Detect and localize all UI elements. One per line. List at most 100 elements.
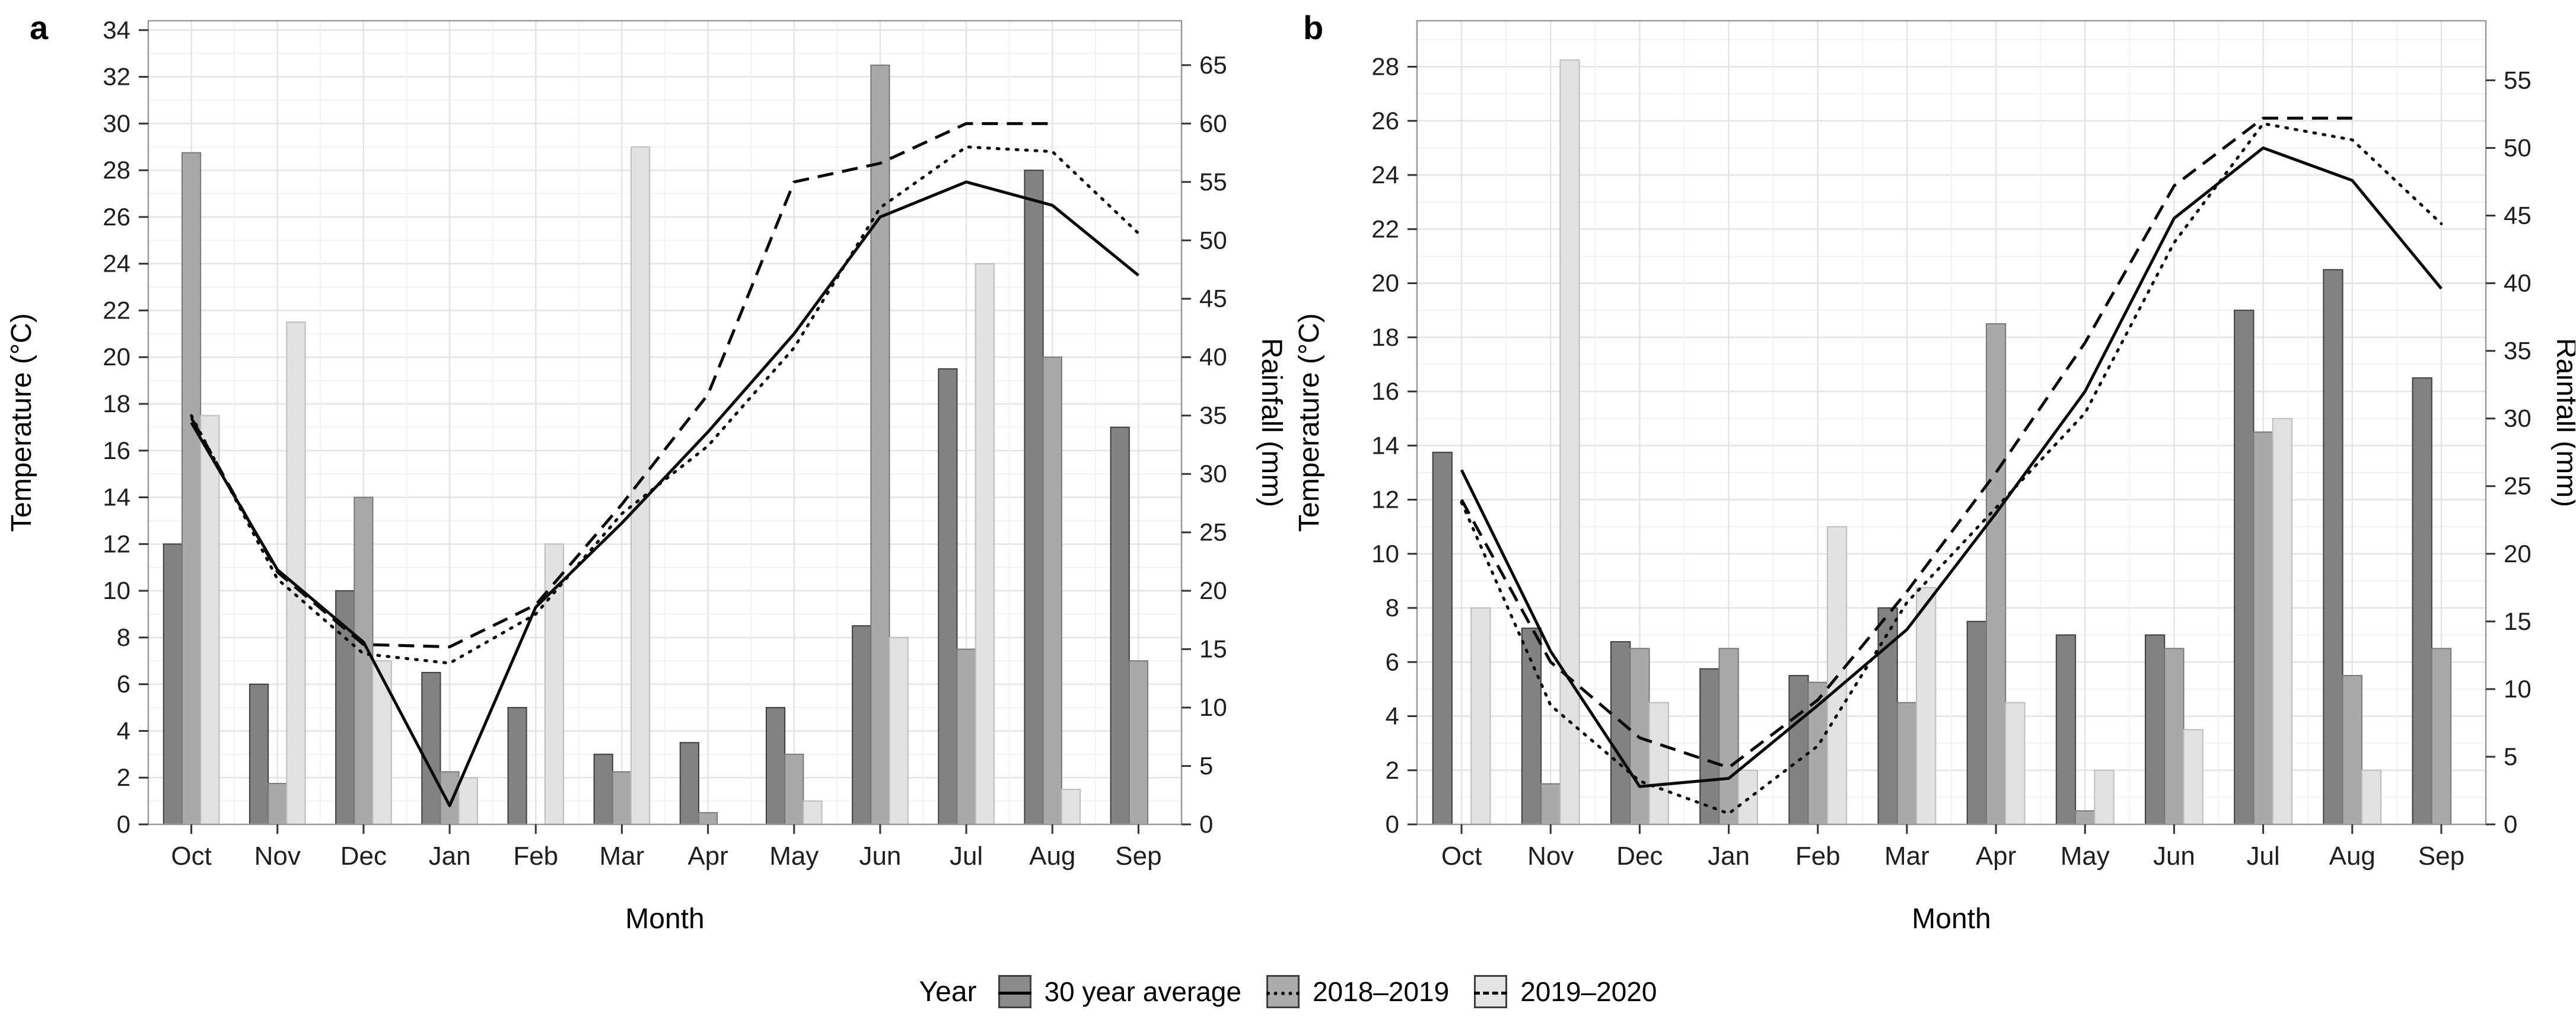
rainfall-bar-30yr bbox=[1788, 675, 1809, 826]
left-axis-tick-label: 34 bbox=[103, 16, 130, 44]
x-axis-title: Month bbox=[1912, 903, 1991, 935]
left-axis-title: Temperature (°C) bbox=[1294, 313, 1325, 532]
right-axis-tick-label: 5 bbox=[1199, 752, 1213, 780]
rainfall-bar-30yr bbox=[2055, 634, 2077, 826]
x-axis-month-label: Nov bbox=[1527, 842, 1574, 871]
legend-key-swatch bbox=[998, 975, 1031, 1008]
rainfall-bar-30yr bbox=[335, 590, 355, 826]
left-axis-tick-label: 2 bbox=[1386, 756, 1399, 784]
rainfall-bar-30yr bbox=[1432, 451, 1453, 825]
right-axis-tick-label: 55 bbox=[1199, 168, 1227, 196]
temperature-line-dashed bbox=[190, 122, 1053, 649]
right-axis-tick-label: 30 bbox=[1199, 460, 1227, 488]
left-axis-tick-label: 16 bbox=[103, 437, 130, 464]
rainfall-bar-2019-2020 bbox=[1061, 788, 1081, 825]
rainfall-bar-30yr bbox=[2412, 377, 2432, 825]
right-axis-tick-label: 25 bbox=[1199, 518, 1227, 546]
left-axis-tick-label: 28 bbox=[1371, 53, 1399, 81]
legend: Year 30 year average 2018–2019 2019–2020 bbox=[0, 956, 2576, 1027]
temperature-line-dashed bbox=[1460, 116, 2352, 769]
left-axis-tick-label: 6 bbox=[1386, 648, 1399, 676]
rainfall-bar-30yr bbox=[2323, 269, 2343, 825]
x-axis-month-label: Sep bbox=[2418, 842, 2464, 871]
rainfall-bar-2019-2020 bbox=[2361, 769, 2382, 825]
right-axis-tick-label: 35 bbox=[1199, 402, 1227, 429]
rainfall-bar-2019-2020 bbox=[631, 146, 651, 825]
x-axis-month-label: Feb bbox=[513, 842, 558, 871]
left-axis-tick-label: 10 bbox=[103, 576, 130, 604]
legend-item-1: 30 year average bbox=[998, 975, 1241, 1008]
rainfall-bar-30yr bbox=[249, 683, 269, 826]
rainfall-bar-2019-2020 bbox=[2094, 769, 2115, 825]
rainfall-bar-30yr bbox=[765, 707, 786, 826]
panel-a-label: a bbox=[30, 9, 49, 46]
left-axis-tick-label: 8 bbox=[117, 623, 130, 651]
x-axis-month-label: Dec bbox=[340, 842, 387, 871]
right-axis-tick-label: 10 bbox=[1199, 693, 1227, 721]
right-axis-tick-label: 15 bbox=[2504, 607, 2532, 635]
x-axis-month-label: Aug bbox=[1029, 842, 1075, 871]
panel-b: b 0 2 4 6 8 10 12 14 16 18 20 22 24 26 28 0 5 10 15 20 25 30 3… bbox=[1288, 0, 2575, 957]
rainfall-bar-2019-2020 bbox=[458, 777, 478, 826]
rainfall-bar-2018-2019 bbox=[612, 771, 632, 825]
panel-b-chart: 0246810121416182022242628051015202530354… bbox=[1294, 20, 2575, 935]
plot-area: 0246810121416182022242628303234051015202… bbox=[6, 16, 1287, 935]
rainfall-bar-2018-2019 bbox=[784, 753, 804, 826]
right-axis-tick-label: 20 bbox=[1199, 576, 1227, 604]
panel-a-chart: 0246810121416182022242628303234051015202… bbox=[6, 16, 1287, 935]
rainfall-bar-2018-2019 bbox=[1985, 323, 2007, 825]
left-axis-tick-label: 14 bbox=[1371, 431, 1399, 459]
x-axis-month-label: Jun bbox=[859, 842, 901, 871]
legend-label: 30 year average bbox=[1044, 976, 1241, 1007]
legend-key-swatch bbox=[1474, 975, 1508, 1008]
right-axis-tick-label: 40 bbox=[1199, 343, 1227, 371]
rainfall-bar-30yr bbox=[2234, 310, 2255, 825]
legend-label: 2018–2019 bbox=[1312, 976, 1450, 1007]
rainfall-bar-2018-2019 bbox=[268, 783, 288, 826]
temperature-line-dotted bbox=[190, 145, 1140, 665]
rainfall-bar-2018-2019 bbox=[1718, 648, 1739, 825]
panel-border bbox=[147, 20, 1183, 826]
left-axis-tick-label: 20 bbox=[103, 343, 130, 371]
right-axis-tick-label: 65 bbox=[1199, 51, 1227, 79]
left-axis-tick-label: 0 bbox=[117, 810, 130, 838]
rainfall-bar-2018-2019 bbox=[1042, 356, 1062, 825]
rainfall-bar-2019-2020 bbox=[286, 321, 306, 825]
right-axis-tick-label: 55 bbox=[2504, 66, 2532, 94]
rainfall-bar-2018-2019 bbox=[956, 648, 976, 825]
x-axis-month-label: Apr bbox=[687, 842, 728, 871]
legend-items: 30 year average 2018–2019 2019–2020 bbox=[998, 975, 1657, 1008]
rainfall-bar-30yr bbox=[852, 625, 872, 825]
rainfall-bar-2019-2020 bbox=[1737, 769, 1759, 825]
right-axis-tick-label: 25 bbox=[2504, 472, 2532, 500]
left-axis-tick-label: 0 bbox=[1386, 810, 1399, 838]
left-axis-tick-label: 28 bbox=[103, 156, 130, 184]
rainfall-bar-2019-2020 bbox=[1916, 587, 1937, 826]
right-axis-tick-label: 50 bbox=[2504, 133, 2532, 161]
x-axis-month-label: Mar bbox=[1884, 842, 1929, 871]
panel-a: a 0 2 4 6 8 10 12 14 16 18 20 22 24 26 28 30 32 34 0 5 10 15 2… bbox=[0, 0, 1288, 957]
rainfall-bar-2018-2019 bbox=[698, 812, 718, 825]
legend-key-line-dotted bbox=[1266, 992, 1300, 995]
left-axis-tick-label: 20 bbox=[1371, 269, 1399, 297]
right-axis-title: Rainfall (mm) bbox=[2550, 338, 2575, 507]
rainfall-bar-2018-2019 bbox=[2164, 648, 2185, 825]
legend-key-swatch bbox=[1266, 975, 1300, 1008]
rainfall-bar-2018-2019 bbox=[2253, 431, 2273, 825]
x-axis-month-label: May bbox=[769, 842, 819, 871]
temperature-line-solid bbox=[1460, 146, 2443, 788]
rainfall-bar-2019-2020 bbox=[975, 263, 995, 825]
rainfall-bar-2018-2019 bbox=[2342, 675, 2362, 826]
right-axis-tick-label: 35 bbox=[2504, 337, 2532, 365]
right-axis-tick-label: 10 bbox=[2504, 675, 2532, 703]
rainfall-bar-2018-2019 bbox=[354, 496, 374, 825]
rainfall-bar-2019-2020 bbox=[889, 636, 909, 825]
right-axis-tick-label: 20 bbox=[2504, 540, 2532, 568]
left-axis-tick-label: 8 bbox=[1386, 594, 1399, 622]
right-axis-tick-label: 0 bbox=[1199, 810, 1213, 838]
x-axis-month-label: Aug bbox=[2329, 842, 2376, 871]
legend-item-3: 2019–2020 bbox=[1474, 975, 1657, 1008]
rainfall-bar-30yr bbox=[1966, 620, 1987, 825]
right-axis-tick-label: 30 bbox=[2504, 404, 2532, 432]
rainfall-bar-2019-2020 bbox=[372, 660, 392, 826]
